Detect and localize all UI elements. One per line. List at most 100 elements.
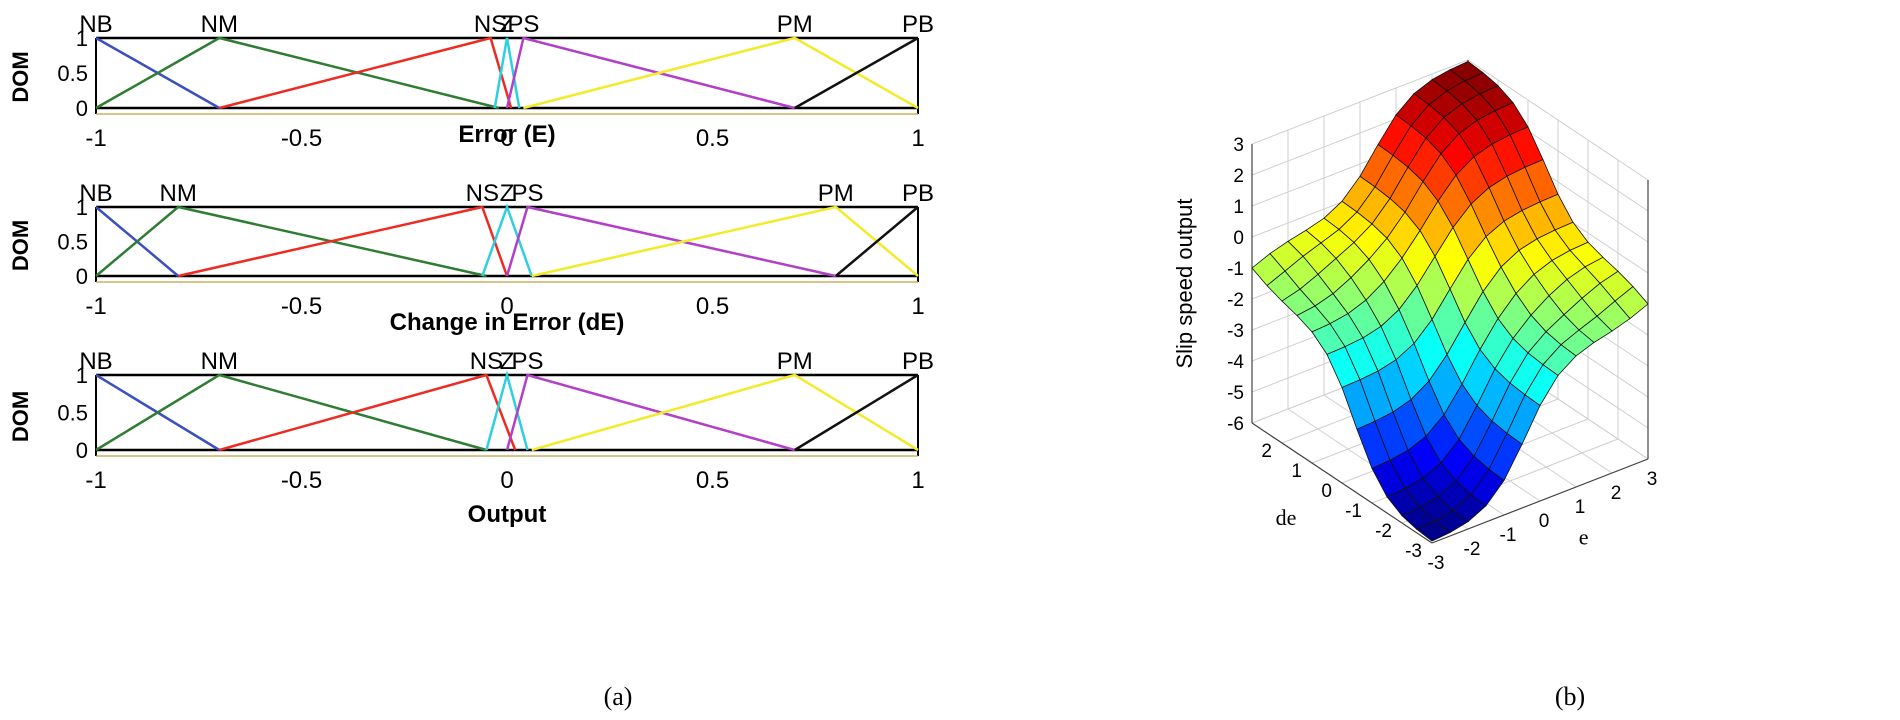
series-line-nm xyxy=(95,373,487,452)
series-label-nb: NB xyxy=(79,11,112,38)
series-line-pm xyxy=(531,205,919,278)
x-tick-label: -0.5 xyxy=(281,467,322,494)
y-axis-label: DOM xyxy=(8,51,33,102)
de-tick-label: 2 xyxy=(1261,441,1272,462)
panel-b-surface-plot: 3210-1-2-3-4-5-6-3-2-1012-3-2-10123Slip … xyxy=(1172,59,1658,574)
series-line-pb xyxy=(834,206,919,277)
de-tick-label: -1 xyxy=(1345,501,1362,522)
e-tick-label: 2 xyxy=(1611,483,1622,504)
y-tick-label: 0.5 xyxy=(57,61,88,86)
series-line-nm xyxy=(95,205,487,278)
x-axis-label: Change in Error (dE) xyxy=(390,309,625,336)
panel-b-caption: (b) xyxy=(1555,682,1585,711)
series-label-ns: NS xyxy=(466,180,499,207)
z-tick-label: -5 xyxy=(1227,383,1244,404)
y-axis-label: DOM xyxy=(8,220,33,271)
series-line-ns xyxy=(218,373,517,452)
series-label-ps: PS xyxy=(507,11,539,38)
series-label-pm: PM xyxy=(818,180,854,207)
series-line-z xyxy=(493,37,521,109)
e-tick-label: -3 xyxy=(1428,553,1445,574)
series-line-z xyxy=(481,203,533,277)
z-tick-label: -3 xyxy=(1227,321,1244,342)
y-tick-label: 0.5 xyxy=(57,401,88,426)
x-tick-label: -0.5 xyxy=(281,293,322,320)
y-tick-label: 0 xyxy=(76,96,88,121)
series-label-nb: NB xyxy=(79,180,112,207)
series-line-ps xyxy=(505,36,796,110)
x-tick-label: -1 xyxy=(85,293,106,320)
series-label-nb: NB xyxy=(79,348,112,375)
x-tick-label: 0 xyxy=(500,125,513,152)
series-label-pb: PB xyxy=(902,348,934,375)
x-tick-label: 1 xyxy=(911,125,924,152)
series-line-ps xyxy=(505,205,837,278)
de-axis-label: de xyxy=(1276,505,1297,530)
series-line-ps xyxy=(505,373,796,452)
y-tick-label: 1 xyxy=(76,363,88,388)
y-tick-label: 0 xyxy=(76,264,88,289)
y-tick-label: 1 xyxy=(76,195,88,220)
de-tick-label: -3 xyxy=(1405,541,1422,562)
x-tick-label: -1 xyxy=(85,125,106,152)
series-label-z: Z xyxy=(500,348,515,375)
series-line-ns xyxy=(177,205,509,278)
z-tick-label: -6 xyxy=(1227,414,1244,435)
z-tick-label: -4 xyxy=(1227,352,1244,373)
x-tick-label: 1 xyxy=(911,467,924,494)
x-tick-label: 0.5 xyxy=(696,293,729,320)
y-tick-label: 1 xyxy=(76,26,88,51)
series-label-pb: PB xyxy=(902,11,934,38)
x-tick-label: 0.5 xyxy=(696,125,729,152)
series-label-pb: PB xyxy=(902,180,934,207)
y-tick-label: 0.5 xyxy=(57,230,88,255)
y-tick-label: 0 xyxy=(76,438,88,463)
e-tick-label: -2 xyxy=(1464,539,1481,560)
x-tick-label: -1 xyxy=(85,467,106,494)
surface-patch xyxy=(1416,520,1451,542)
axes xyxy=(95,373,919,457)
x-tick-label: -0.5 xyxy=(281,125,322,152)
de-tick-label: 0 xyxy=(1321,481,1332,502)
series-line-pm xyxy=(523,36,919,110)
surface-mesh xyxy=(1251,61,1649,542)
series-line-pm xyxy=(531,373,919,452)
series-label-nm: NM xyxy=(160,180,197,207)
series-line-pb xyxy=(794,373,919,452)
series-label-z: Z xyxy=(500,11,515,38)
series-label-nm: NM xyxy=(201,11,238,38)
x-axis-label: Error (E) xyxy=(458,121,555,148)
series-label-ns: NS xyxy=(470,348,503,375)
x-tick-label: 0 xyxy=(500,293,513,320)
de-tick-label: -2 xyxy=(1375,521,1392,542)
series-label-ns: NS xyxy=(474,11,507,38)
series-label-ps: PS xyxy=(512,348,544,375)
series-label-ps: PS xyxy=(512,180,544,207)
x-tick-label: 0 xyxy=(500,467,513,494)
x-axis-label: Output xyxy=(468,501,547,528)
de-tick-label: 1 xyxy=(1291,461,1302,482)
e-tick-label: 0 xyxy=(1539,511,1550,532)
series-line-ns xyxy=(218,36,513,110)
e-tick-label: 3 xyxy=(1647,469,1658,490)
z-tick-label: -2 xyxy=(1227,290,1244,311)
series-label-pm: PM xyxy=(777,348,813,375)
e-tick-label: -1 xyxy=(1500,525,1517,546)
series-label-z: Z xyxy=(500,180,515,207)
z-axis-label: Slip speed output xyxy=(1172,198,1197,368)
e-tick-label: 1 xyxy=(1575,497,1586,518)
mf-plot-change-in-error: 0 0.5 1 -1 -0.5 0 0.5 1 DOM Change in Error (dE) N… xyxy=(8,180,934,336)
series-line-nm xyxy=(95,36,500,110)
z-tick-label: 0 xyxy=(1233,228,1244,249)
z-tick-label: 2 xyxy=(1233,166,1244,187)
z-tick-label: 3 xyxy=(1233,135,1244,156)
axes xyxy=(95,205,919,283)
z-tick-label: 1 xyxy=(1233,197,1244,218)
z-tick-label: -1 xyxy=(1227,259,1244,280)
series-line-pb xyxy=(794,36,919,110)
series-label-pm: PM xyxy=(777,11,813,38)
